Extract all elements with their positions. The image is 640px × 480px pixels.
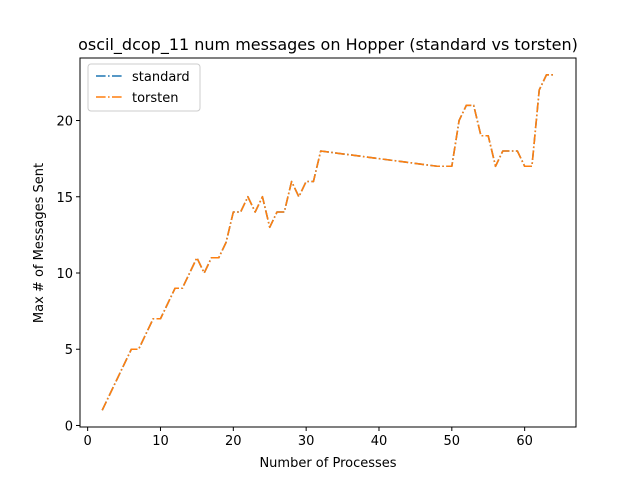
x-axis-label: Number of Processes xyxy=(259,456,396,471)
legend: standard torsten xyxy=(87,63,201,112)
legend-label-standard: standard xyxy=(132,70,190,85)
x-tick-label: 30 xyxy=(298,434,315,449)
plot-frame xyxy=(79,57,577,428)
y-axis: 0 5 10 15 20 xyxy=(56,115,80,434)
y-tick-label: 10 xyxy=(56,267,73,282)
series-line-torsten xyxy=(101,73,554,411)
legend-label-torsten: torsten xyxy=(132,91,179,106)
x-tick-label: 60 xyxy=(516,434,533,449)
y-tick-label: 20 xyxy=(56,115,73,130)
y-axis-label: Max # of Messages Sent xyxy=(32,163,47,323)
chart-title: oscil_dcop_11 num messages on Hopper (st… xyxy=(78,35,578,55)
series-layer xyxy=(101,73,554,411)
y-tick-label: 15 xyxy=(56,191,73,206)
y-tick-label: 0 xyxy=(65,419,73,434)
x-tick-label: 40 xyxy=(371,434,388,449)
x-tick-label: 0 xyxy=(84,434,92,449)
y-tick-label: 5 xyxy=(65,343,73,358)
x-axis: 0 10 20 30 40 50 60 xyxy=(84,427,533,449)
x-tick-label: 50 xyxy=(444,434,461,449)
x-tick-label: 20 xyxy=(225,434,242,449)
x-tick-label: 10 xyxy=(152,434,169,449)
